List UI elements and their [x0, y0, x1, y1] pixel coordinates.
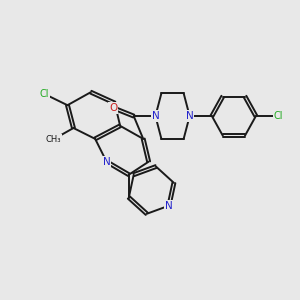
Text: N: N — [186, 111, 194, 121]
Text: Cl: Cl — [39, 89, 49, 99]
Text: CH₃: CH₃ — [46, 135, 61, 144]
Text: Cl: Cl — [273, 111, 283, 121]
Text: N: N — [103, 157, 110, 167]
Text: N: N — [165, 201, 173, 211]
Text: N: N — [152, 111, 159, 121]
Text: O: O — [109, 103, 118, 113]
